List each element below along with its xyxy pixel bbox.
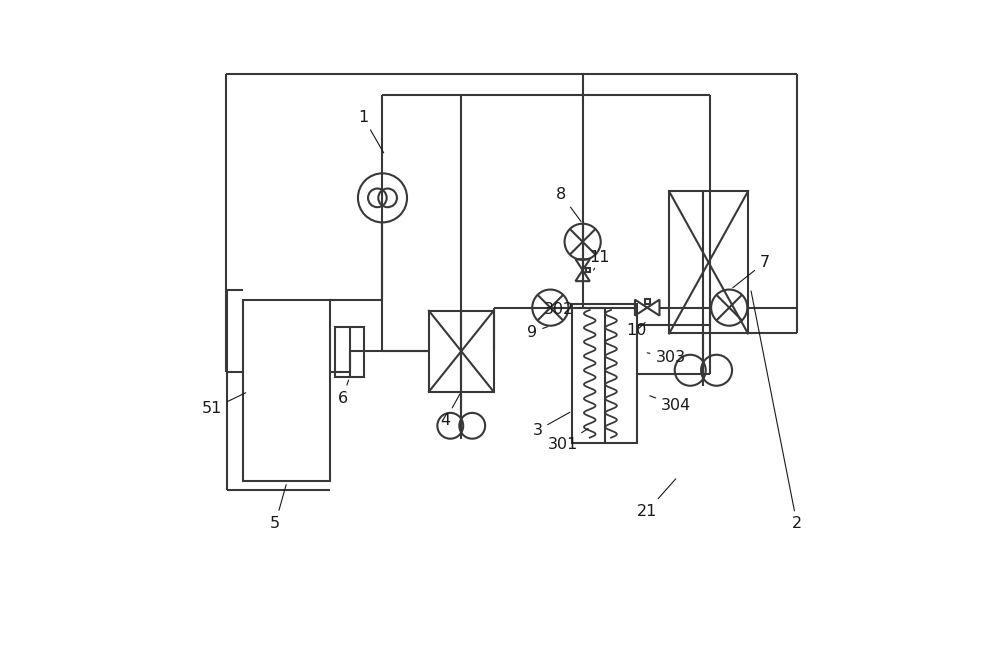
Text: 9: 9: [527, 324, 548, 339]
Bar: [645, 299, 650, 304]
Text: 51: 51: [202, 393, 246, 417]
Text: 3: 3: [532, 412, 570, 438]
Bar: [586, 268, 590, 272]
Text: 21: 21: [637, 479, 676, 519]
Text: 302: 302: [544, 302, 580, 317]
Bar: [243, 300, 330, 481]
Bar: [572, 304, 637, 443]
Bar: [669, 192, 748, 334]
Text: 301: 301: [548, 428, 588, 452]
Text: 7: 7: [733, 255, 770, 288]
Text: 303: 303: [647, 350, 686, 365]
Text: 5: 5: [270, 485, 286, 531]
Text: 6: 6: [337, 380, 349, 405]
Text: 4: 4: [440, 394, 460, 428]
Text: 8: 8: [556, 187, 581, 222]
Bar: [335, 327, 364, 377]
Text: 11: 11: [589, 250, 610, 270]
Text: 304: 304: [650, 396, 691, 413]
Text: 1: 1: [358, 110, 384, 153]
Text: 2: 2: [751, 291, 802, 532]
Text: 10: 10: [627, 322, 647, 337]
Bar: [429, 311, 494, 392]
